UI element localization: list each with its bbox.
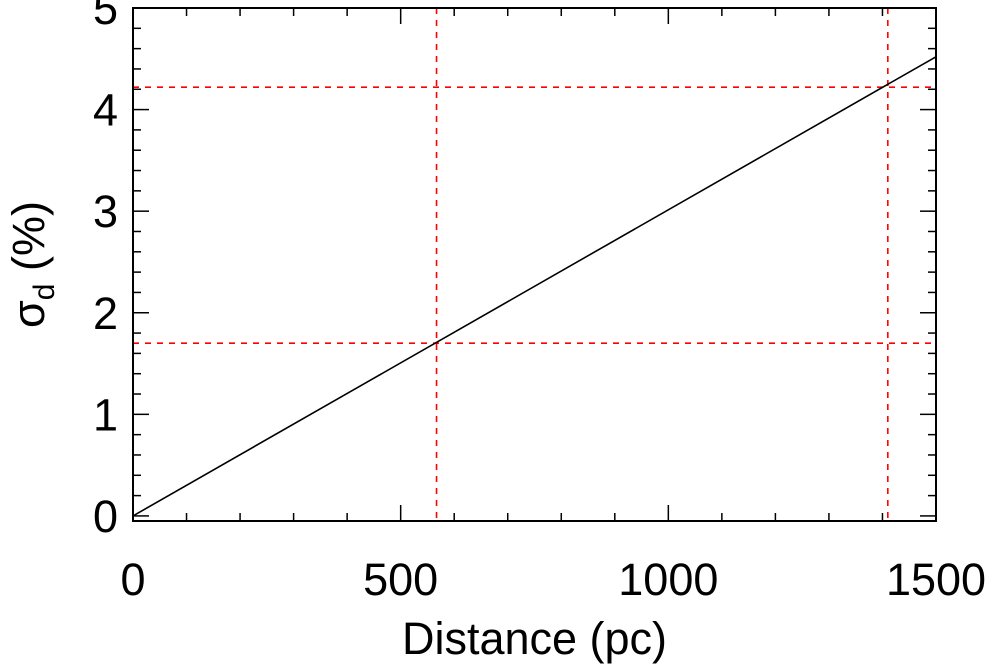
x-tick-label: 1500	[886, 554, 986, 605]
y-tick-label: 3	[93, 186, 118, 237]
y-tick-label: 1	[93, 389, 118, 440]
x-tick-label: 1000	[618, 554, 718, 605]
y-axis-title-subscript: d	[28, 284, 61, 301]
x-tick-label: 0	[120, 554, 145, 605]
y-axis-title-symbol: σ	[3, 300, 54, 328]
y-tick-label: 5	[93, 0, 118, 34]
y-tick-label: 0	[93, 491, 118, 542]
ticks-group	[132, 7, 937, 521]
y-tick-label: 4	[93, 85, 118, 136]
series-group	[132, 56, 937, 517]
x-tick-label: 500	[363, 554, 438, 605]
x-axis-title: Distance (pc)	[402, 613, 667, 664]
y-axis-title-unit: (%)	[3, 201, 54, 284]
y-tick-label: 2	[93, 288, 118, 339]
data-line	[132, 56, 937, 517]
plot-frame	[132, 7, 937, 522]
y-axis-title: σd (%)	[3, 201, 61, 328]
x-tick-labels: 0 500 1000 1500	[120, 554, 986, 605]
y-tick-labels: 0 1 2 3 4 5	[93, 0, 118, 542]
reference-lines	[133, 8, 936, 521]
